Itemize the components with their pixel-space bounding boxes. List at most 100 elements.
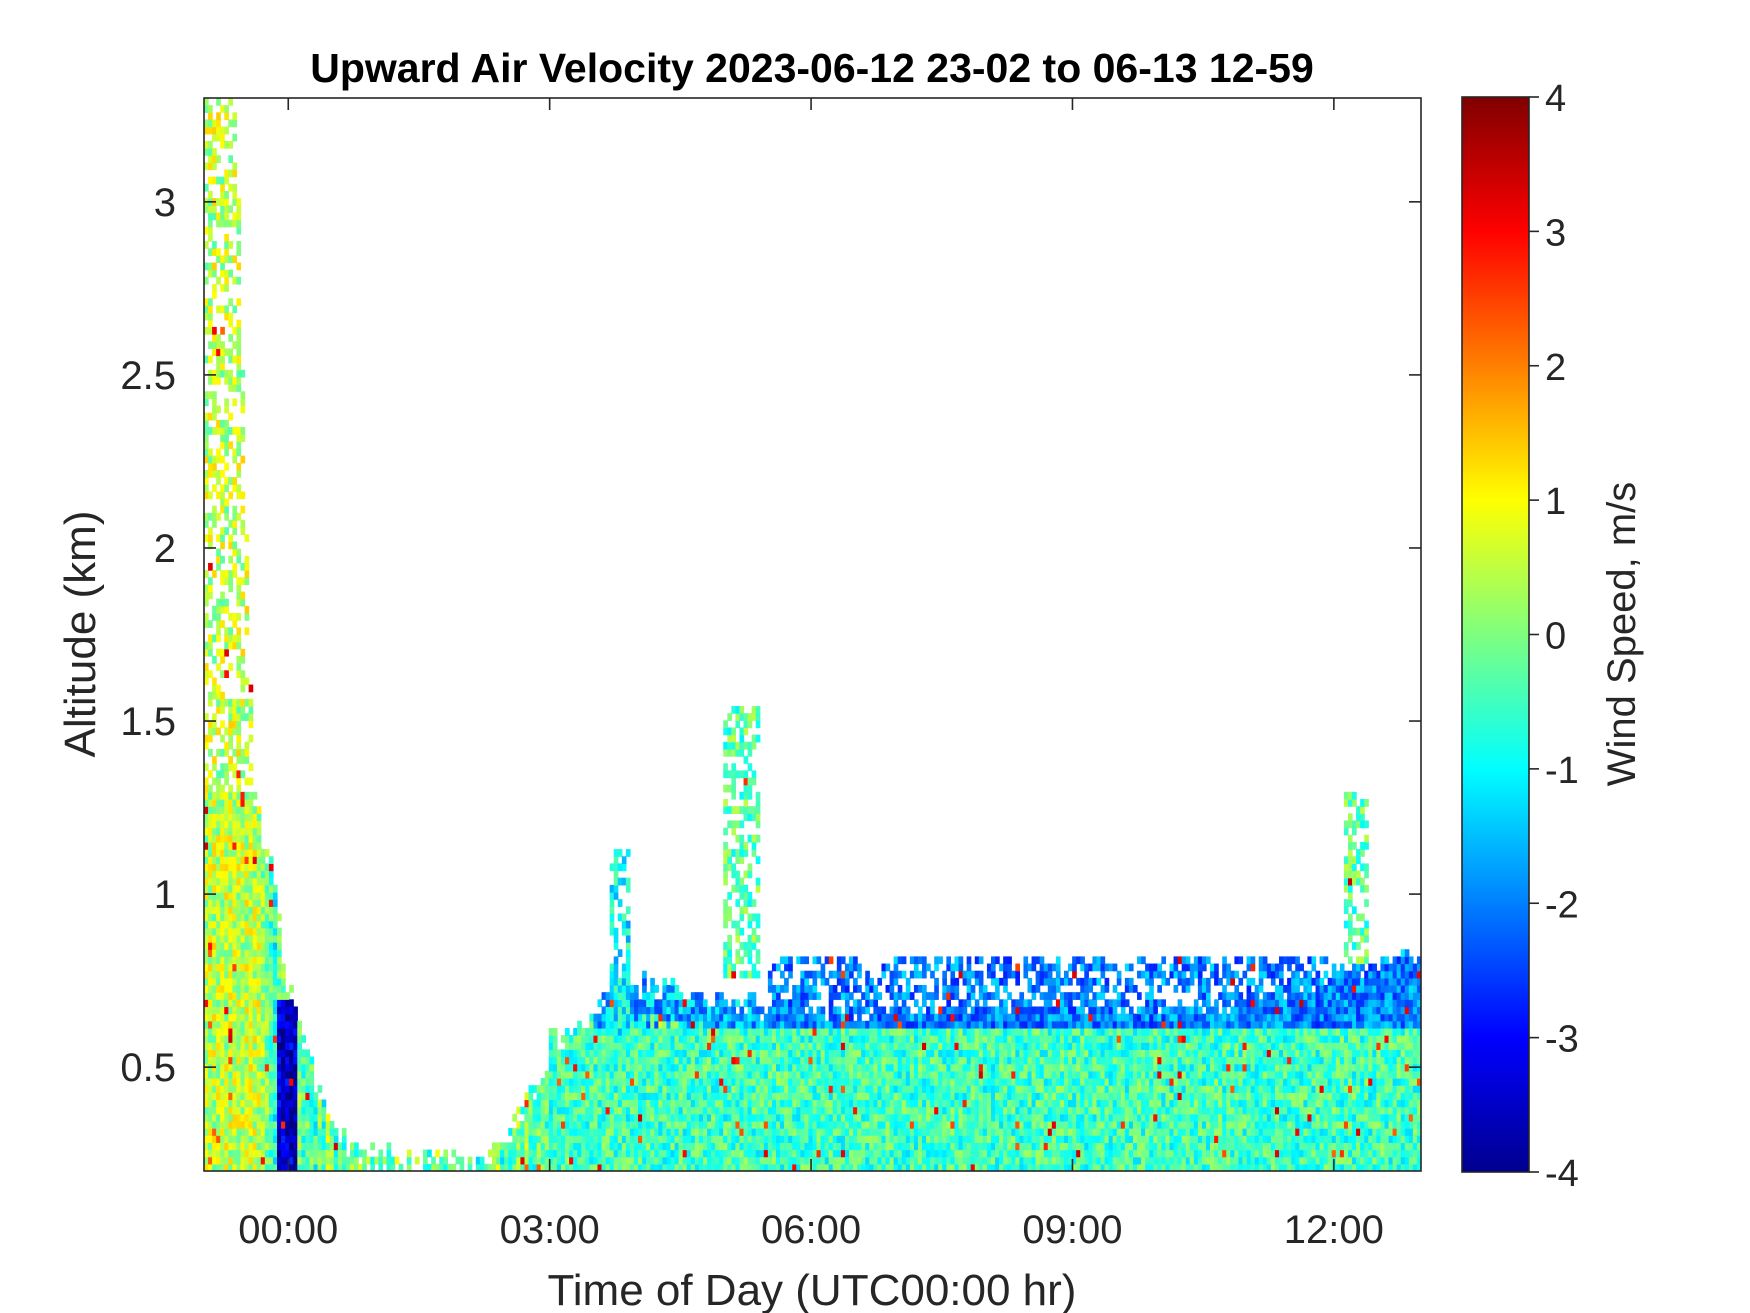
heatmap-cell bbox=[857, 1056, 862, 1065]
heatmap-cell bbox=[840, 1142, 846, 1151]
heatmap-cell bbox=[865, 1163, 870, 1171]
heatmap-cell bbox=[719, 1063, 724, 1072]
heatmap-cell bbox=[621, 1063, 627, 1072]
heatmap-cell bbox=[520, 1149, 526, 1158]
heatmap-cell bbox=[256, 820, 262, 829]
heatmap-cell bbox=[232, 770, 238, 779]
heatmap-cell bbox=[224, 1099, 229, 1108]
heatmap-cell bbox=[642, 1106, 647, 1115]
heatmap-cell bbox=[999, 1063, 1004, 1072]
heatmap-cell bbox=[589, 1085, 595, 1093]
heatmap-cell bbox=[236, 834, 242, 843]
heatmap-cell bbox=[747, 956, 753, 965]
heatmap-cell bbox=[812, 1049, 818, 1058]
heatmap-cell bbox=[836, 1113, 842, 1122]
heatmap-cell bbox=[455, 1156, 461, 1165]
heatmap-cell bbox=[885, 1106, 891, 1115]
heatmap-cell bbox=[293, 1085, 298, 1093]
heatmap-cell bbox=[301, 1163, 307, 1171]
heatmap-cell bbox=[220, 262, 225, 271]
heatmap-cell bbox=[727, 1063, 732, 1072]
heatmap-cell bbox=[946, 985, 952, 993]
heatmap-cell bbox=[638, 1042, 643, 1050]
heatmap-cell bbox=[832, 1142, 838, 1151]
heatmap-cell bbox=[548, 1063, 554, 1072]
heatmap-cell bbox=[212, 934, 217, 943]
heatmap-cell bbox=[950, 1027, 956, 1036]
heatmap-cell bbox=[711, 1056, 716, 1065]
heatmap-cell bbox=[289, 1049, 294, 1058]
heatmap-cell bbox=[260, 1056, 266, 1065]
heatmap-cell bbox=[702, 1142, 708, 1151]
heatmap-cell bbox=[272, 999, 278, 1008]
heatmap-cell bbox=[796, 999, 801, 1008]
heatmap-cell bbox=[569, 1063, 574, 1072]
heatmap-cell bbox=[216, 698, 221, 707]
heatmap-cell bbox=[232, 849, 238, 857]
heatmap-cell bbox=[715, 1056, 720, 1065]
heatmap-cell bbox=[682, 1035, 688, 1043]
heatmap-cell bbox=[228, 627, 233, 636]
heatmap-cell bbox=[662, 1027, 668, 1036]
heatmap-cell bbox=[986, 1120, 992, 1129]
heatmap-cell bbox=[917, 1006, 923, 1015]
heatmap-cell bbox=[289, 1056, 294, 1065]
heatmap-cell bbox=[942, 970, 947, 979]
heatmap-cell bbox=[735, 713, 741, 721]
heatmap-cell bbox=[204, 999, 209, 1008]
heatmap-cell bbox=[650, 1113, 655, 1122]
heatmap-cell bbox=[719, 1027, 724, 1036]
heatmap-cell bbox=[771, 1042, 777, 1050]
heatmap-cell bbox=[536, 1142, 542, 1151]
heatmap-cell bbox=[930, 1163, 935, 1171]
heatmap-cell bbox=[767, 1156, 773, 1165]
heatmap-cell bbox=[516, 1156, 522, 1165]
heatmap-cell bbox=[926, 1006, 931, 1015]
heatmap-cell bbox=[585, 1135, 590, 1143]
heatmap-cell bbox=[313, 1135, 319, 1143]
heatmap-cell bbox=[836, 977, 842, 986]
heatmap-cell bbox=[934, 1128, 939, 1136]
heatmap-cell bbox=[232, 799, 238, 807]
heatmap-cell bbox=[982, 1092, 988, 1101]
heatmap-cell bbox=[232, 806, 238, 814]
heatmap-cell bbox=[926, 1099, 931, 1108]
heatmap-cell bbox=[723, 1163, 728, 1171]
heatmap-cell bbox=[236, 1128, 242, 1136]
heatmap-cell bbox=[767, 1070, 773, 1079]
heatmap-cell bbox=[277, 1085, 282, 1093]
heatmap-cell bbox=[236, 1042, 242, 1050]
heatmap-cell bbox=[950, 1120, 956, 1129]
heatmap-cell bbox=[289, 1006, 294, 1015]
heatmap-cell bbox=[228, 863, 233, 872]
heatmap-cell bbox=[930, 1070, 935, 1079]
heatmap-cell bbox=[228, 1149, 233, 1158]
heatmap-cell bbox=[723, 1013, 728, 1022]
heatmap-cell bbox=[204, 763, 209, 772]
heatmap-cell bbox=[236, 963, 242, 972]
heatmap-cell bbox=[224, 992, 229, 1000]
heatmap-cell bbox=[216, 691, 221, 700]
heatmap-cell bbox=[208, 648, 213, 657]
heatmap-cell bbox=[268, 1106, 274, 1115]
heatmap-cell bbox=[236, 1156, 242, 1165]
heatmap-cell bbox=[252, 985, 258, 993]
heatmap-cell bbox=[739, 913, 745, 922]
heatmap-cell bbox=[889, 1042, 895, 1050]
heatmap-cell bbox=[228, 169, 233, 178]
heatmap-cell bbox=[256, 999, 262, 1008]
heatmap-cell bbox=[771, 1078, 777, 1086]
heatmap-cell bbox=[694, 1027, 700, 1036]
heatmap-cell bbox=[694, 1006, 700, 1015]
heatmap-cell bbox=[897, 1092, 903, 1101]
heatmap-cell bbox=[208, 341, 213, 349]
heatmap-cell bbox=[236, 1049, 242, 1058]
heatmap-cell bbox=[500, 1149, 505, 1158]
heatmap-cell bbox=[1003, 1027, 1008, 1036]
heatmap-cell bbox=[228, 920, 233, 929]
heatmap-cell bbox=[625, 1042, 631, 1050]
heatmap-cell bbox=[812, 1099, 818, 1108]
heatmap-cell bbox=[228, 820, 233, 829]
heatmap-cell bbox=[930, 1156, 935, 1165]
heatmap-cell bbox=[208, 641, 213, 650]
